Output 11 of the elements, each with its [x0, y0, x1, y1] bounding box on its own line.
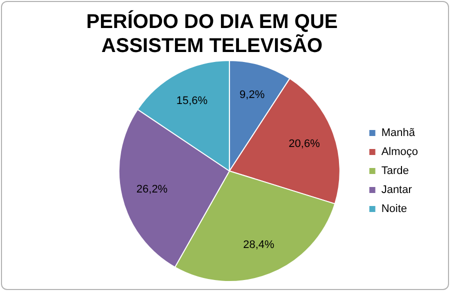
- legend-label: Manhã: [381, 127, 416, 140]
- legend-label: Almoço: [381, 146, 418, 158]
- chart-title: PERÍODO DO DIA EM QUE ASSISTEM TELEVISÃO: [85, 10, 339, 58]
- data-label: 26,2%: [136, 183, 168, 196]
- data-label: 9,2%: [240, 88, 265, 101]
- data-label: 20,6%: [288, 138, 320, 150]
- legend-label: Noite: [381, 203, 408, 216]
- legend-label: Tarde: [381, 165, 409, 178]
- legend-label: Jantar: [381, 184, 412, 196]
- data-label: 15,6%: [176, 94, 208, 107]
- data-label: 28,4%: [243, 239, 275, 252]
